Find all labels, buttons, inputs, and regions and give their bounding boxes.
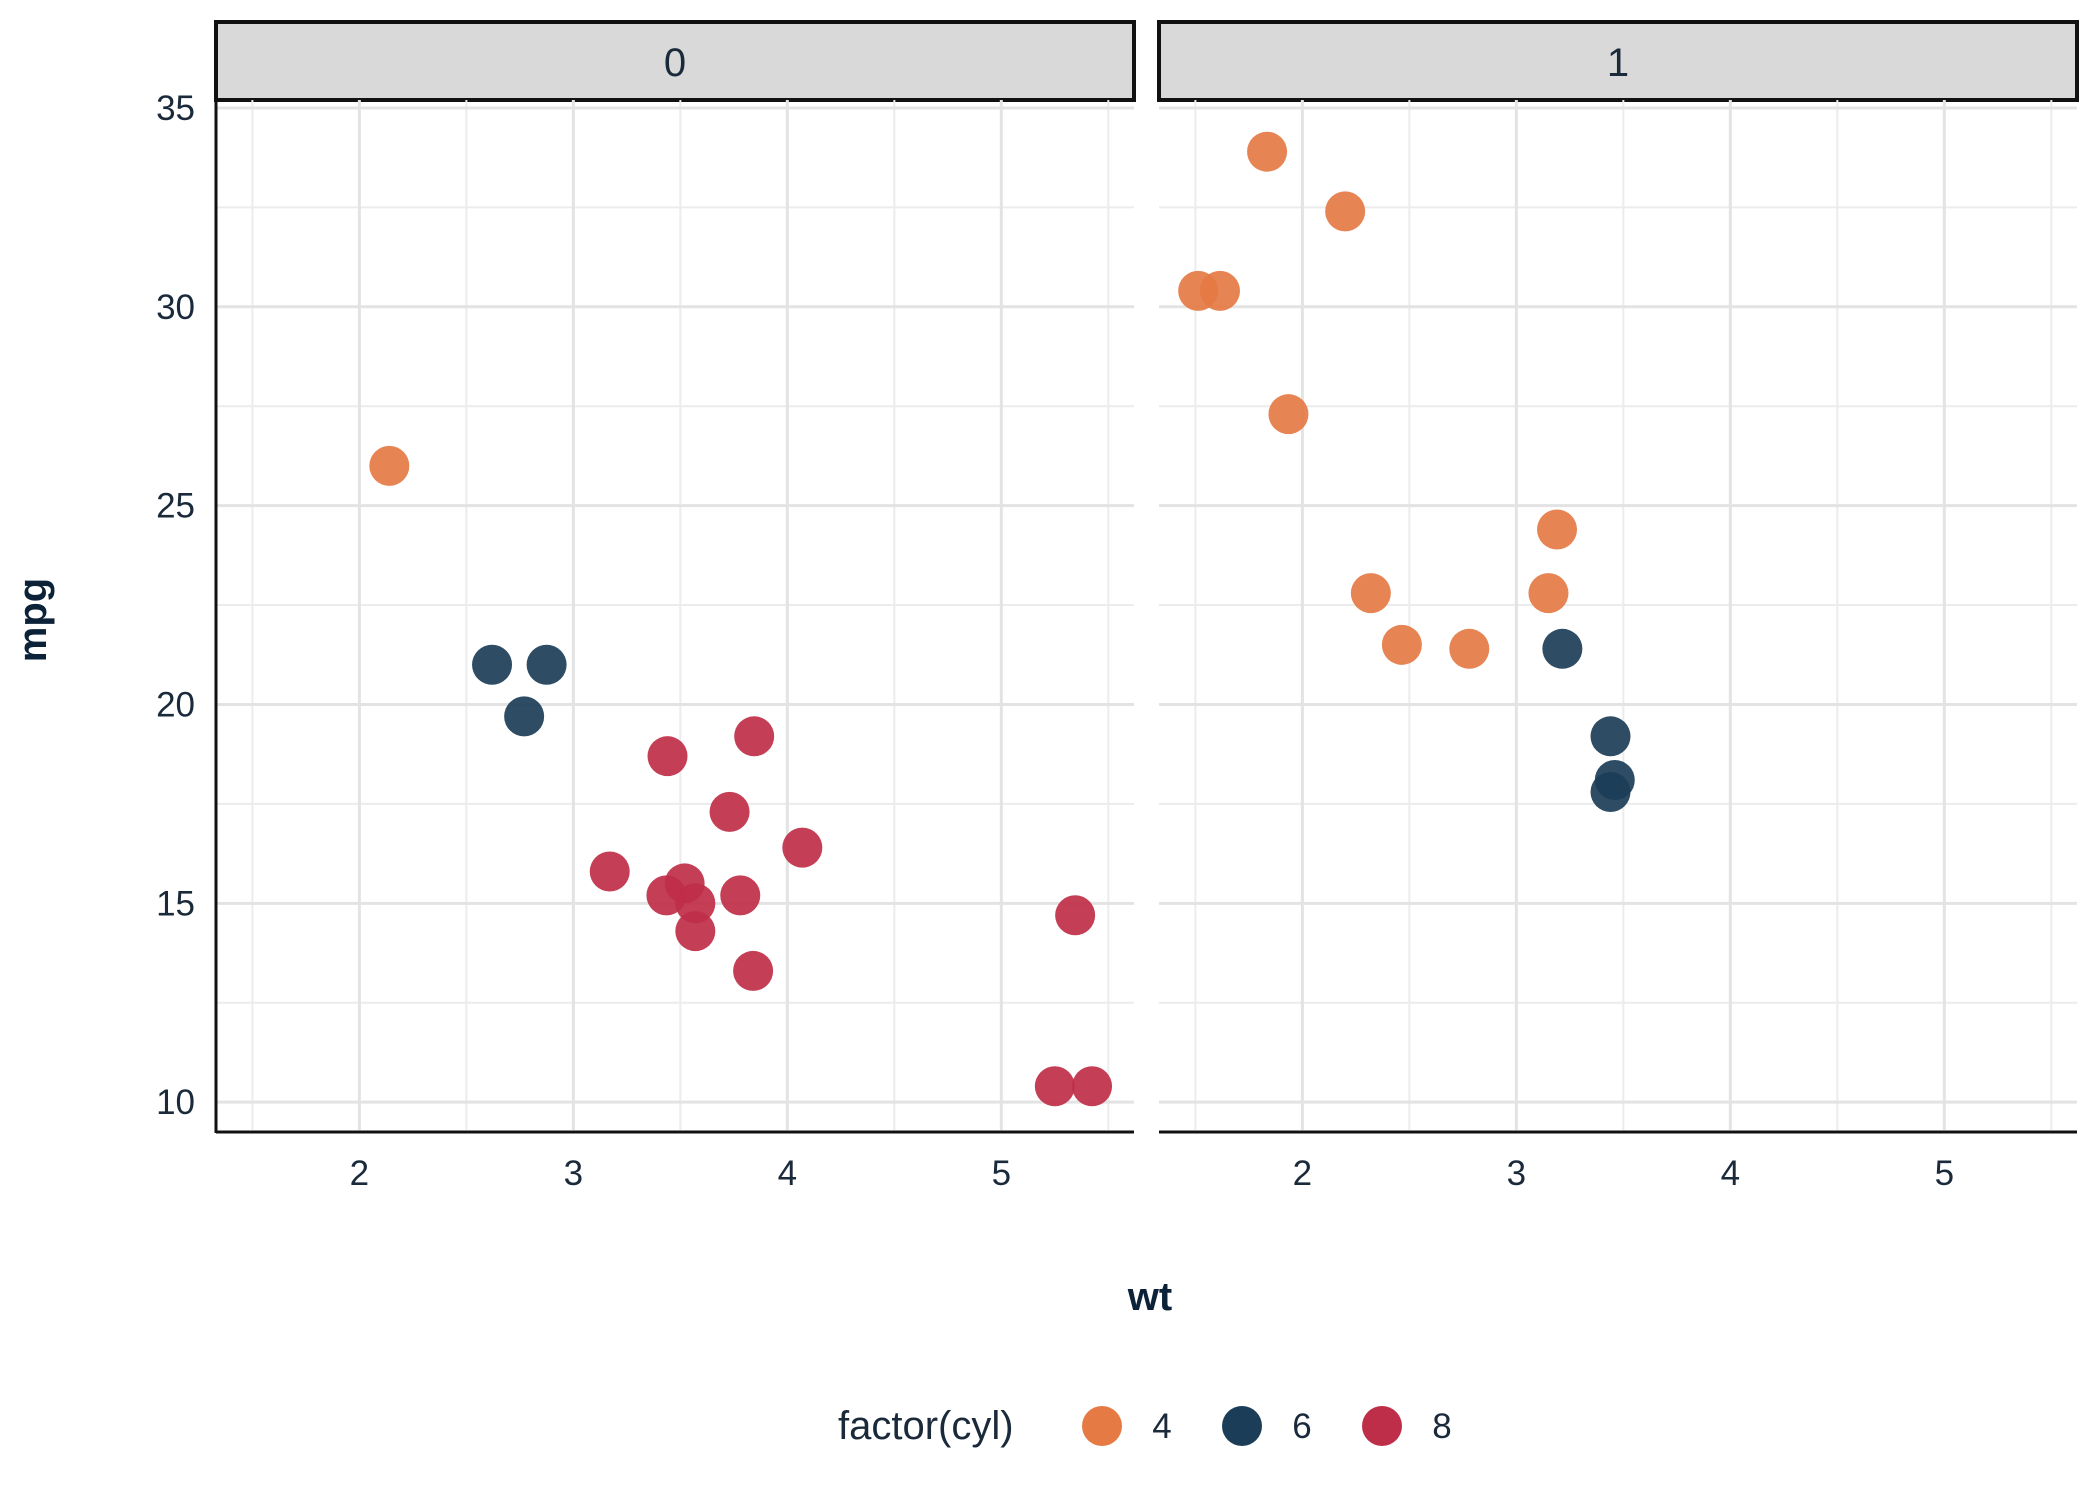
data-point-cyl-8 [709,791,750,832]
data-point-cyl-8 [782,827,823,868]
y-axis-title: mpg [11,578,55,662]
legend-key-6 [1222,1406,1262,1446]
y-tick-label: 20 [156,685,195,724]
data-point-cyl-8 [589,851,630,892]
data-point-cyl-6 [1590,771,1631,812]
data-point-cyl-8 [647,736,688,777]
points-group [369,445,1113,1107]
data-point-cyl-4 [1381,624,1422,665]
legend-key-label: 8 [1432,1407,1451,1446]
x-tick-label: 4 [1721,1154,1740,1193]
data-point-cyl-6 [1542,628,1583,669]
data-point-cyl-8 [734,716,775,757]
facet-strip-label: 0 [664,41,686,85]
y-tick-label: 25 [156,487,195,526]
data-point-cyl-4 [1247,131,1288,172]
legend-key-4 [1082,1406,1122,1446]
data-point-cyl-8 [675,911,716,952]
data-point-cyl-6 [472,644,513,685]
x-axis-title: wt [1127,1275,1172,1319]
data-point-cyl-4 [1350,573,1391,614]
data-point-cyl-4 [1199,270,1240,311]
facet-strip-label: 1 [1607,41,1629,85]
points-group [1178,131,1635,812]
y-tick-label: 30 [156,288,195,327]
x-tick-label: 2 [1293,1154,1312,1193]
facet-strip-1 [1157,20,2079,102]
data-point-cyl-8 [720,875,761,916]
legend: factor(cyl) 4 6 8 [838,1404,1452,1448]
facet-strip-0 [214,20,1136,102]
data-point-cyl-4 [1528,573,1569,614]
data-point-cyl-8 [675,883,716,924]
legend-key-8 [1362,1406,1402,1446]
data-point-cyl-6 [504,696,545,737]
data-point-cyl-4 [1268,394,1309,435]
data-point-cyl-8 [1055,895,1096,936]
data-point-cyl-4 [1449,628,1490,669]
x-tick-label: 4 [778,1154,797,1193]
x-tick-label: 3 [564,1154,583,1193]
data-point-cyl-8 [1034,1066,1075,1107]
y-axis: 10 15 20 25 30 35 [156,89,218,1133]
y-tick-label: 10 [156,1083,195,1122]
facet-panels: 0 2 3 4 5 1 2 3 4 5 [214,20,2079,1193]
data-point-cyl-4 [1325,191,1366,232]
facet-panel-0: 0 2 3 4 5 [214,20,1136,1193]
data-point-cyl-8 [733,950,774,991]
facet-panel-1: 1 2 3 4 5 [1157,20,2079,1193]
x-tick-label: 2 [350,1154,369,1193]
y-tick-label: 35 [156,89,195,128]
legend-key-label: 6 [1292,1407,1311,1446]
y-tick-label: 15 [156,884,195,923]
legend-key-label: 4 [1152,1407,1171,1446]
legend-title: factor(cyl) [838,1404,1014,1448]
x-tick-label: 5 [1935,1154,1954,1193]
data-point-cyl-4 [1537,509,1578,550]
x-tick-label: 5 [992,1154,1011,1193]
data-point-cyl-6 [526,644,567,685]
data-point-cyl-8 [1072,1066,1113,1107]
data-point-cyl-6 [1590,716,1631,757]
data-point-cyl-4 [369,445,410,486]
x-tick-label: 3 [1507,1154,1526,1193]
legend-keys: 4 6 8 [1082,1406,1452,1446]
